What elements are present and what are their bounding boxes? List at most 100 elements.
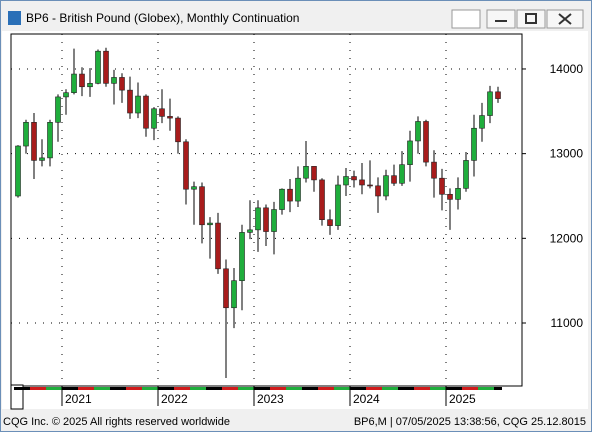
candle-body bbox=[439, 177, 445, 195]
candle-body bbox=[207, 222, 213, 226]
period-strip bbox=[182, 387, 190, 390]
period-strip bbox=[462, 387, 470, 390]
period-strip bbox=[14, 387, 22, 390]
period-strip bbox=[78, 387, 86, 390]
period-strip bbox=[326, 387, 334, 390]
candle-body bbox=[423, 121, 429, 163]
period-strip bbox=[278, 387, 286, 390]
period-strip bbox=[454, 387, 462, 390]
candle-body bbox=[23, 122, 29, 147]
candle-body bbox=[447, 193, 453, 200]
candle-body bbox=[391, 175, 397, 184]
candle-body bbox=[319, 179, 325, 220]
candle-body bbox=[239, 232, 245, 281]
period-strip bbox=[334, 387, 342, 390]
period-strip bbox=[342, 387, 350, 390]
period-strip bbox=[254, 387, 262, 390]
candle-body bbox=[279, 188, 285, 210]
candle-body bbox=[159, 108, 165, 117]
period-strip bbox=[294, 387, 302, 390]
candle-body bbox=[343, 176, 349, 186]
candle-body bbox=[223, 268, 229, 309]
candle-body bbox=[255, 207, 261, 231]
period-strip bbox=[414, 387, 422, 390]
period-strip bbox=[286, 387, 294, 390]
candle-body bbox=[271, 209, 277, 232]
candle-body bbox=[415, 121, 421, 142]
period-strip bbox=[142, 387, 150, 390]
period-strip bbox=[62, 387, 70, 390]
period-strip bbox=[398, 387, 406, 390]
minimize-button[interactable] bbox=[486, 9, 516, 29]
candle-body bbox=[63, 92, 69, 98]
maximize-button[interactable] bbox=[516, 9, 546, 29]
candle-body bbox=[231, 280, 237, 309]
scroll-box[interactable] bbox=[10, 384, 24, 410]
candle-body bbox=[71, 73, 77, 93]
candle-body bbox=[111, 77, 117, 84]
period-strip bbox=[302, 387, 310, 390]
candle-body bbox=[151, 108, 157, 129]
candle-body bbox=[351, 176, 357, 181]
period-strip bbox=[470, 387, 478, 390]
candle-body bbox=[463, 160, 469, 189]
period-strip bbox=[150, 387, 158, 390]
candle-body bbox=[167, 116, 173, 119]
period-strip bbox=[166, 387, 174, 390]
period-strip bbox=[110, 387, 118, 390]
x-tick-label: 2025 bbox=[449, 392, 476, 406]
period-strip bbox=[94, 387, 102, 390]
period-strip bbox=[350, 387, 358, 390]
y-tick-label: 13000 bbox=[550, 147, 584, 161]
candle-body bbox=[431, 161, 437, 179]
candle-body bbox=[127, 89, 133, 114]
candle-body bbox=[495, 91, 501, 99]
period-strip bbox=[54, 387, 62, 390]
period-strip bbox=[230, 387, 238, 390]
period-strip bbox=[262, 387, 270, 390]
x-tick-label: 2023 bbox=[257, 392, 284, 406]
candle-body bbox=[367, 184, 373, 187]
period-strip bbox=[222, 387, 230, 390]
candle-body bbox=[287, 188, 293, 202]
period-strip bbox=[366, 387, 374, 390]
period-strip bbox=[86, 387, 94, 390]
period-strip bbox=[174, 387, 182, 390]
y-tick-label: 12000 bbox=[550, 231, 584, 245]
candle-body bbox=[15, 145, 21, 197]
period-strip bbox=[198, 387, 206, 390]
period-strip bbox=[374, 387, 382, 390]
candle-body bbox=[119, 77, 125, 91]
candle-body bbox=[487, 91, 493, 116]
candle-body bbox=[143, 95, 149, 129]
period-strip bbox=[30, 387, 38, 390]
candle-body bbox=[479, 115, 485, 129]
candle-body bbox=[175, 117, 181, 143]
period-strip bbox=[190, 387, 198, 390]
candle-body bbox=[471, 127, 477, 161]
candle-body bbox=[295, 177, 301, 202]
candle-body bbox=[383, 175, 389, 197]
candle-body bbox=[191, 186, 197, 190]
period-strip bbox=[486, 387, 494, 390]
candle-body bbox=[263, 207, 269, 232]
candle-body bbox=[87, 83, 93, 88]
candle-body bbox=[215, 222, 221, 270]
link-button[interactable] bbox=[451, 9, 481, 29]
window-title: BP6 - British Pound (Globex), Monthly Co… bbox=[26, 11, 299, 25]
candle-body bbox=[375, 185, 381, 197]
period-strip bbox=[118, 387, 126, 390]
candle-body bbox=[407, 140, 413, 165]
period-strip bbox=[270, 387, 278, 390]
period-strip bbox=[494, 387, 502, 390]
period-strip bbox=[102, 387, 110, 390]
candle-body bbox=[327, 219, 333, 226]
candle-body bbox=[55, 96, 61, 123]
period-strip bbox=[126, 387, 134, 390]
candle-body bbox=[39, 157, 45, 161]
period-strip bbox=[438, 387, 446, 390]
period-strip bbox=[422, 387, 430, 390]
period-strip bbox=[38, 387, 46, 390]
candle-body bbox=[199, 186, 205, 226]
